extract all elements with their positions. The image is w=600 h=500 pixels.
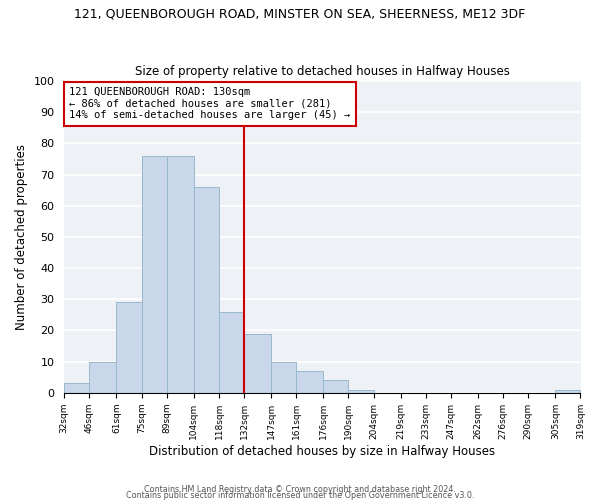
Title: Size of property relative to detached houses in Halfway Houses: Size of property relative to detached ho… — [135, 66, 510, 78]
Text: Contains HM Land Registry data © Crown copyright and database right 2024.: Contains HM Land Registry data © Crown c… — [144, 484, 456, 494]
Bar — [323, 380, 349, 393]
Bar — [349, 390, 374, 393]
Bar — [244, 334, 271, 393]
Bar — [556, 390, 580, 393]
Text: Contains public sector information licensed under the Open Government Licence v3: Contains public sector information licen… — [126, 490, 474, 500]
Bar — [89, 362, 116, 393]
Y-axis label: Number of detached properties: Number of detached properties — [15, 144, 28, 330]
Text: 121 QUEENBOROUGH ROAD: 130sqm
← 86% of detached houses are smaller (281)
14% of : 121 QUEENBOROUGH ROAD: 130sqm ← 86% of d… — [70, 88, 350, 120]
Bar — [219, 312, 244, 393]
Bar — [271, 362, 296, 393]
Bar — [194, 187, 219, 393]
Bar — [116, 302, 142, 393]
Bar — [167, 156, 194, 393]
Bar — [142, 156, 167, 393]
X-axis label: Distribution of detached houses by size in Halfway Houses: Distribution of detached houses by size … — [149, 444, 496, 458]
Bar — [64, 384, 89, 393]
Text: 121, QUEENBOROUGH ROAD, MINSTER ON SEA, SHEERNESS, ME12 3DF: 121, QUEENBOROUGH ROAD, MINSTER ON SEA, … — [74, 8, 526, 20]
Bar — [296, 371, 323, 393]
